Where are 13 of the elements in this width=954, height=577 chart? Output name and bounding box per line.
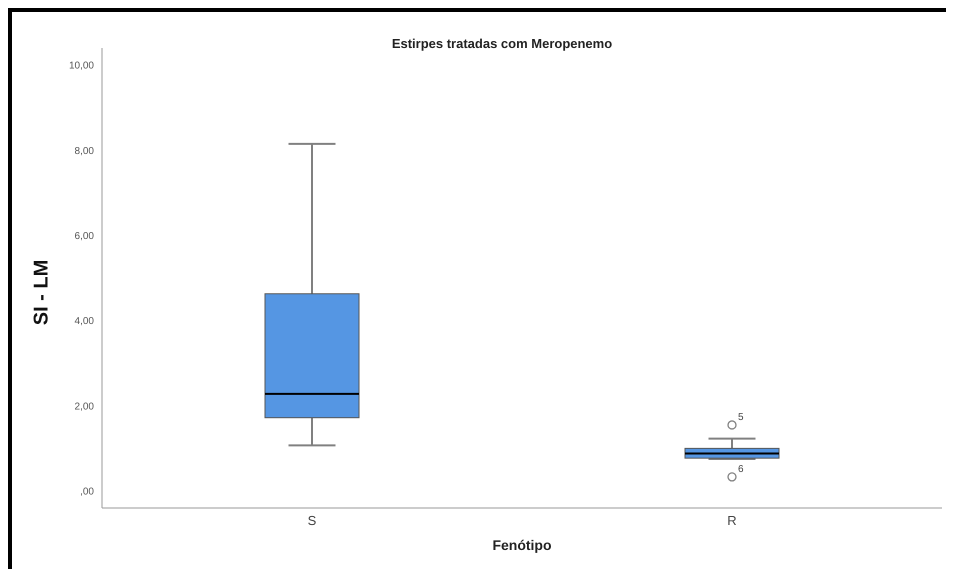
chart-title: Estirpes tratadas com Meropenemo bbox=[390, 36, 614, 51]
y-axis-title: SI - LM bbox=[30, 259, 54, 325]
annotation: 6 bbox=[738, 464, 744, 475]
y-tick-label: ,00 bbox=[80, 486, 94, 498]
x-axis-title: Fenótipo bbox=[491, 537, 553, 553]
y-tick-label: 6,00 bbox=[74, 230, 94, 242]
y-tick-label: 8,00 bbox=[74, 146, 94, 157]
annotation: 5 bbox=[738, 412, 744, 423]
y-tick-label: 10,00 bbox=[68, 60, 94, 72]
x-tick-label: S bbox=[308, 513, 317, 528]
y-tick-label: 4,00 bbox=[74, 316, 94, 328]
y-tick-label: 2,00 bbox=[74, 401, 94, 412]
x-tick-label: R bbox=[727, 513, 737, 528]
